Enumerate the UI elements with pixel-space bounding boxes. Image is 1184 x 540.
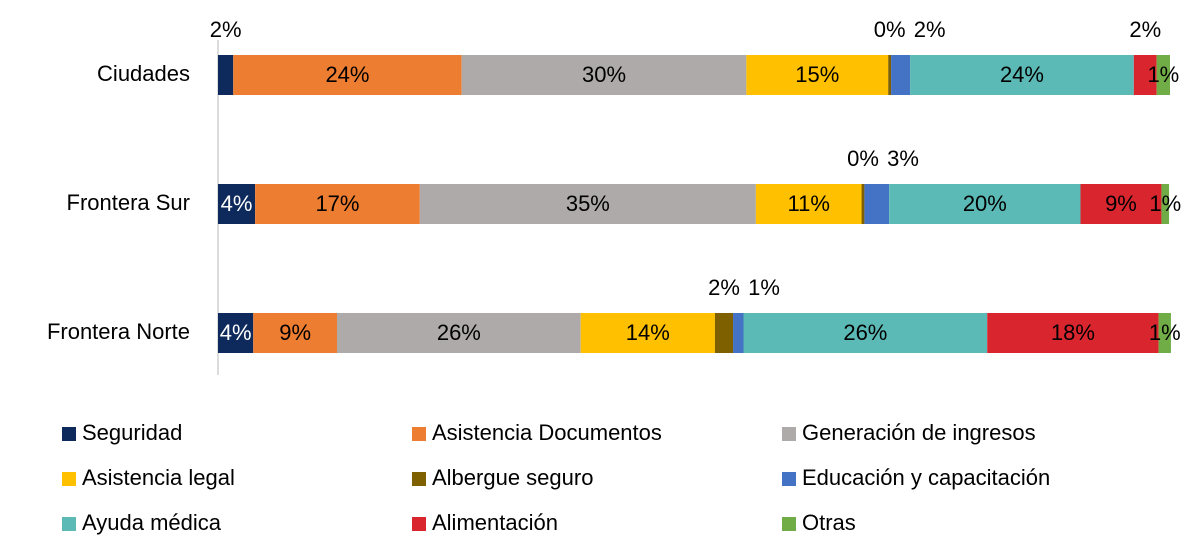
data-label: 2%	[210, 17, 242, 42]
bar-segment	[987, 313, 1159, 353]
data-label: 26%	[437, 320, 481, 345]
data-label: 2%	[708, 275, 740, 300]
data-label: 11%	[788, 191, 830, 216]
legend-label: Alimentación	[432, 510, 558, 535]
bar-segment	[253, 313, 337, 353]
data-label: 20%	[963, 191, 1007, 216]
category-label: Ciudades	[97, 61, 190, 86]
bar-segment	[1133, 55, 1157, 95]
bar-segment	[218, 313, 254, 353]
data-label: 0%	[874, 17, 906, 42]
bar-segment	[889, 184, 1081, 224]
bar-segment	[746, 55, 889, 95]
data-label: 17%	[315, 191, 359, 216]
bar-segment	[419, 184, 756, 224]
legend-label: Ayuda médica	[82, 510, 222, 535]
data-label: 9%	[1105, 191, 1137, 216]
legend-swatch	[782, 517, 796, 531]
category-label: Frontera Norte	[47, 319, 190, 344]
bar-segment	[1161, 184, 1170, 224]
bar-segment	[743, 313, 988, 353]
legend-label: Generación de ingresos	[802, 420, 1036, 445]
data-label: 1%	[1147, 62, 1179, 87]
bar-segment	[910, 55, 1134, 95]
data-label: 2%	[1129, 17, 1161, 42]
legend-swatch	[782, 427, 796, 441]
bar-segment	[255, 184, 420, 224]
legend-swatch	[62, 472, 76, 486]
bar-segment	[1158, 313, 1171, 353]
bar-segment	[755, 184, 862, 224]
bar-segment	[864, 184, 890, 224]
bar-segment	[218, 184, 256, 224]
legend-label: Asistencia Documentos	[432, 420, 662, 445]
legend-label: Albergue seguro	[432, 465, 593, 490]
data-label: 4%	[221, 191, 253, 216]
data-label: 2%	[914, 17, 946, 42]
bar-segment	[891, 55, 911, 95]
bar-segment	[580, 313, 715, 353]
legend-label: Otras	[802, 510, 856, 535]
bar-segment	[733, 313, 744, 353]
data-label: 1%	[1149, 191, 1181, 216]
data-label: 1%	[1149, 320, 1181, 345]
legend-swatch	[412, 517, 426, 531]
data-label: 24%	[1000, 62, 1044, 87]
legend-label: Asistencia legal	[82, 465, 235, 490]
data-label: 0%	[847, 146, 879, 171]
legend-label: Seguridad	[82, 420, 182, 445]
data-label: 14%	[626, 320, 670, 345]
legend-swatch	[782, 472, 796, 486]
data-label: 15%	[795, 62, 839, 87]
bar-segment	[337, 313, 581, 353]
data-label: 3%	[887, 146, 919, 171]
bar-segment	[1080, 184, 1162, 224]
category-label: Frontera Sur	[67, 190, 191, 215]
data-label: 30%	[582, 62, 626, 87]
data-label: 9%	[279, 320, 311, 345]
legend-swatch	[62, 427, 76, 441]
bar-segment	[233, 55, 462, 95]
data-label: 35%	[566, 191, 610, 216]
bar-segment	[461, 55, 747, 95]
bar-segment	[861, 184, 865, 224]
legend-label: Educación y capacitación	[802, 465, 1050, 490]
bar-segment	[714, 313, 734, 353]
bar-segment	[888, 55, 892, 95]
bar-segment	[218, 55, 234, 95]
data-label: 18%	[1051, 320, 1095, 345]
data-label: 26%	[843, 320, 887, 345]
legend-swatch	[412, 472, 426, 486]
legend-swatch	[412, 427, 426, 441]
legend-swatch	[62, 517, 76, 531]
bar-segment	[1156, 55, 1170, 95]
data-label: 24%	[325, 62, 369, 87]
data-label: 4%	[220, 320, 252, 345]
data-label: 1%	[748, 275, 780, 300]
